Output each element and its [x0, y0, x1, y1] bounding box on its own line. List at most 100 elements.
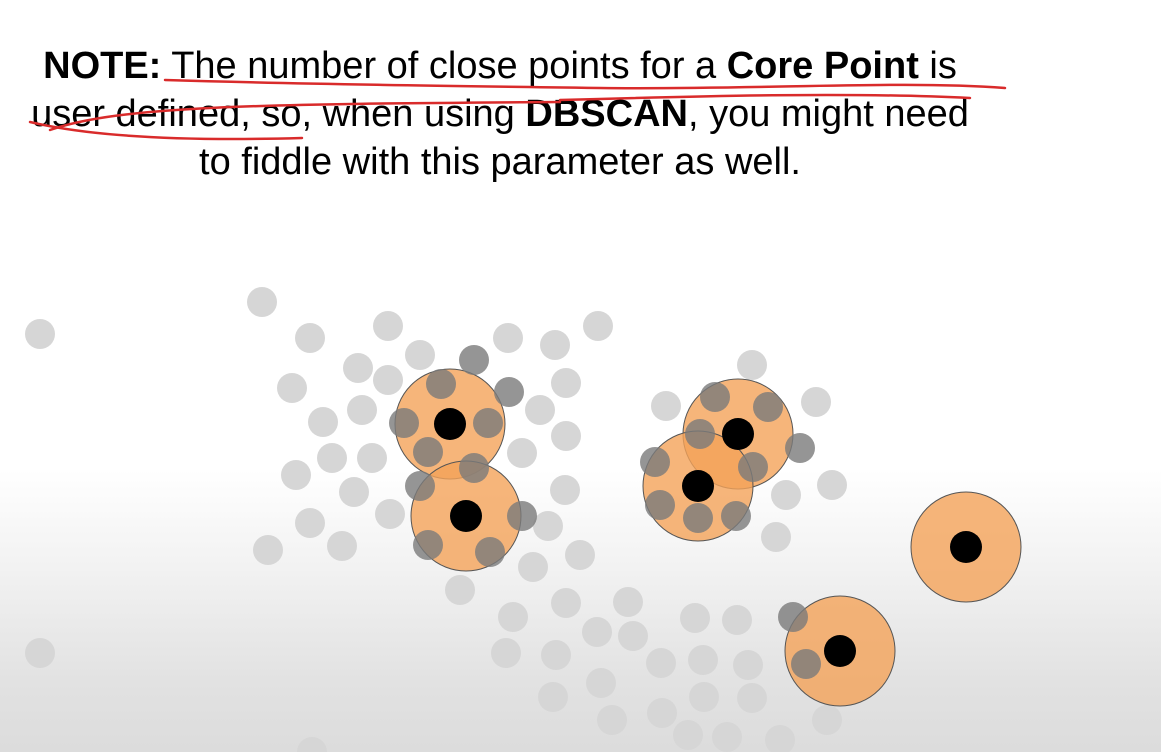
dark-point	[645, 490, 675, 520]
light-point	[583, 311, 613, 341]
light-point	[582, 617, 612, 647]
note-text: NOTE: The number of close points for a C…	[20, 42, 980, 186]
light-point	[737, 683, 767, 713]
light-point	[680, 603, 710, 633]
light-point	[765, 725, 795, 752]
dark-point	[683, 503, 713, 533]
light-point	[533, 511, 563, 541]
light-point	[565, 540, 595, 570]
light-point	[25, 638, 55, 668]
light-points	[25, 287, 847, 752]
red-underline-annotation	[28, 78, 1007, 141]
light-point	[507, 438, 537, 468]
light-point	[688, 645, 718, 675]
light-point	[493, 323, 523, 353]
light-point	[712, 722, 742, 752]
light-point	[518, 552, 548, 582]
dark-point	[791, 649, 821, 679]
light-point	[25, 319, 55, 349]
note-label: NOTE:	[43, 45, 162, 87]
underline-stroke	[48, 100, 562, 132]
light-point	[817, 470, 847, 500]
light-point	[651, 391, 681, 421]
light-point	[812, 705, 842, 735]
underline-stroke	[28, 120, 304, 141]
light-point	[618, 621, 648, 651]
light-point	[538, 682, 568, 712]
light-point	[689, 682, 719, 712]
light-point	[551, 588, 581, 618]
light-point	[525, 395, 555, 425]
light-point	[673, 720, 703, 750]
dark-point	[640, 447, 670, 477]
light-point	[357, 443, 387, 473]
light-point	[373, 365, 403, 395]
dark-point	[473, 408, 503, 438]
light-point	[737, 350, 767, 380]
dark-point	[785, 433, 815, 463]
light-point	[405, 340, 435, 370]
dark-point	[426, 369, 456, 399]
light-point	[646, 648, 676, 678]
light-point	[375, 499, 405, 529]
light-point	[498, 602, 528, 632]
dark-point	[507, 501, 537, 531]
core-point	[722, 418, 754, 450]
note-text-part-3: , you might need to fiddle with this par…	[199, 93, 969, 183]
light-point	[801, 387, 831, 417]
dark-point	[685, 419, 715, 449]
underline-stroke	[163, 78, 1007, 90]
light-point	[247, 287, 277, 317]
dark-point	[494, 377, 524, 407]
light-point	[281, 460, 311, 490]
core-points	[434, 408, 982, 667]
note-text-part-1: The number of close points for a	[161, 45, 727, 87]
light-point	[550, 475, 580, 505]
dark-point	[459, 345, 489, 375]
light-point	[722, 605, 752, 635]
dark-point	[413, 530, 443, 560]
light-point	[327, 531, 357, 561]
light-point	[551, 421, 581, 451]
light-point	[647, 698, 677, 728]
dark-point	[405, 471, 435, 501]
dark-point	[700, 382, 730, 412]
light-point	[761, 522, 791, 552]
light-point	[540, 330, 570, 360]
light-point	[551, 368, 581, 398]
light-point	[733, 650, 763, 680]
core-point	[950, 531, 982, 563]
underline-stroke	[558, 93, 972, 102]
core-point	[824, 635, 856, 667]
dark-points	[389, 345, 821, 679]
dark-point	[413, 437, 443, 467]
dark-point	[475, 537, 505, 567]
dbscan-term: DBSCAN	[525, 93, 688, 135]
core-point	[434, 408, 466, 440]
dark-point	[721, 501, 751, 531]
light-point	[586, 668, 616, 698]
dark-point	[459, 453, 489, 483]
dark-point	[778, 602, 808, 632]
light-point	[491, 638, 521, 668]
light-point	[295, 323, 325, 353]
light-point	[297, 737, 327, 752]
light-point	[253, 535, 283, 565]
light-point	[373, 311, 403, 341]
dark-point	[738, 452, 768, 482]
light-point	[339, 477, 369, 507]
light-point	[308, 407, 338, 437]
core-point	[450, 500, 482, 532]
core-point	[682, 470, 714, 502]
note-text-part-2: is user defined, so, when using	[31, 45, 957, 135]
dark-point	[753, 392, 783, 422]
light-point	[295, 508, 325, 538]
light-point	[771, 480, 801, 510]
dark-point	[389, 408, 419, 438]
light-point	[317, 443, 347, 473]
light-point	[445, 575, 475, 605]
light-point	[541, 640, 571, 670]
light-point	[347, 395, 377, 425]
light-point	[343, 353, 373, 383]
